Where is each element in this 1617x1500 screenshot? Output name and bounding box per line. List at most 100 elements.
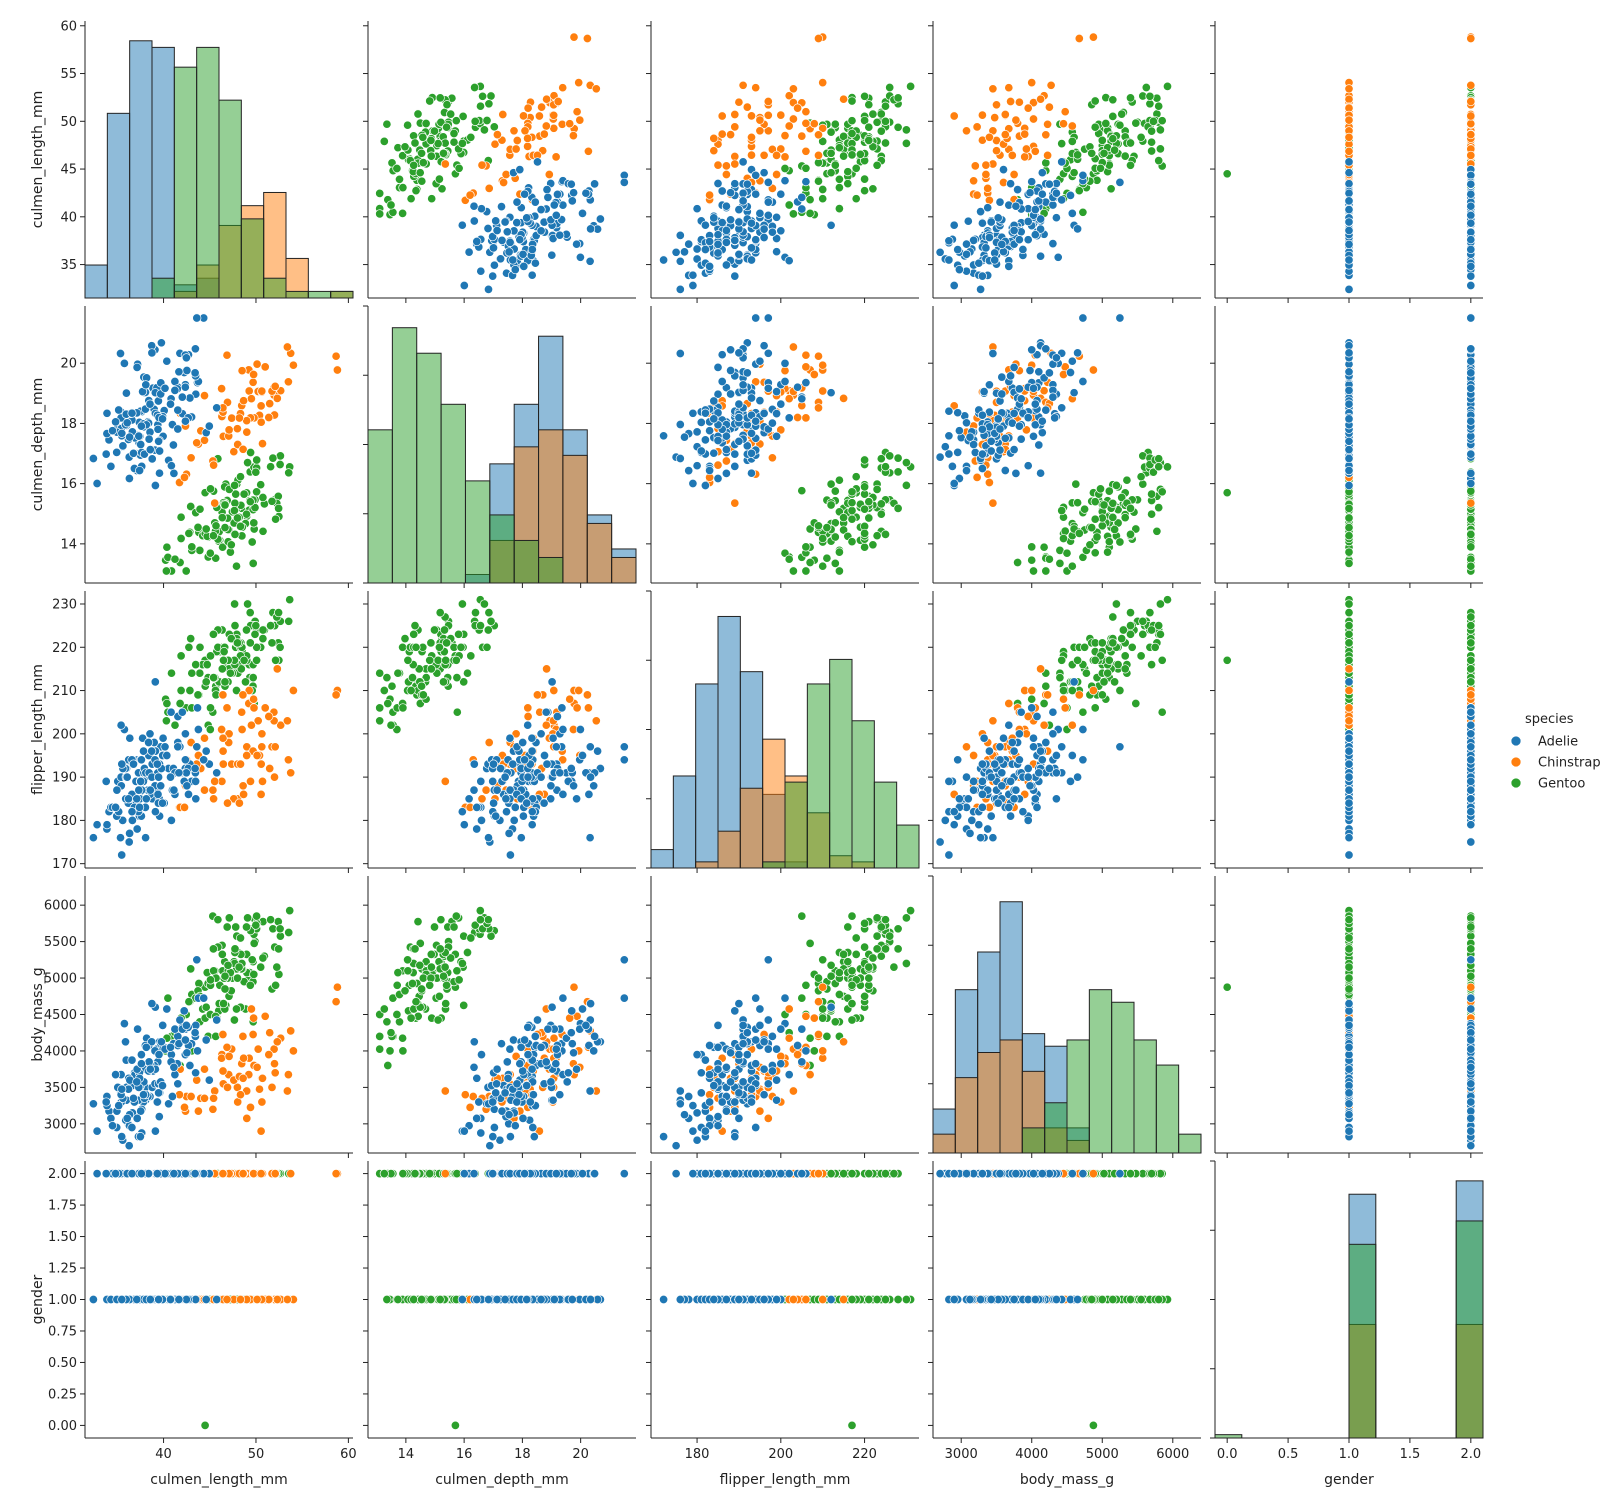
- point-adelie: [469, 785, 479, 795]
- point-adelie: [709, 414, 719, 424]
- point-gentoo: [417, 681, 427, 691]
- hist-bar-adelie-culmen_length_mm-0: [84, 264, 108, 299]
- point-adelie: [124, 473, 134, 484]
- point-gentoo: [258, 526, 268, 536]
- point-adelie: [1344, 179, 1354, 189]
- point-chinstrap: [498, 109, 508, 120]
- point-chinstrap: [730, 159, 740, 169]
- point-adelie: [965, 828, 975, 838]
- point-gentoo: [1041, 681, 1051, 691]
- point-adelie: [552, 711, 562, 722]
- point-adelie: [1344, 453, 1354, 464]
- point-adelie: [1048, 239, 1058, 249]
- point-gentoo: [1078, 207, 1088, 217]
- point-adelie: [675, 419, 685, 430]
- point-adelie: [705, 261, 715, 271]
- point-gentoo: [375, 703, 385, 713]
- point-gentoo: [1108, 512, 1118, 522]
- point-gentoo: [418, 132, 428, 142]
- point-adelie: [585, 256, 595, 266]
- point-adelie: [1028, 733, 1039, 743]
- point-adelie: [977, 463, 987, 474]
- point-chinstrap: [257, 776, 268, 786]
- panel-culmen_length_mm-vs-body_mass_g: [928, 21, 1201, 303]
- point-gentoo: [1344, 621, 1354, 631]
- point-chinstrap: [440, 159, 450, 169]
- point-adelie: [1028, 431, 1039, 441]
- point-chinstrap: [283, 755, 293, 765]
- point-adelie: [671, 247, 681, 257]
- point-gentoo: [398, 1033, 408, 1043]
- point-gentoo: [1085, 540, 1095, 550]
- point-gentoo: [847, 514, 857, 524]
- point-adelie: [1009, 794, 1019, 804]
- point-chinstrap: [460, 1090, 470, 1100]
- point-chinstrap: [984, 195, 994, 205]
- point-adelie: [496, 254, 506, 264]
- point-adelie: [111, 1070, 121, 1080]
- point-adelie: [566, 179, 576, 189]
- point-gentoo: [195, 668, 205, 678]
- hist-bar-gentoo-culmen_length_mm-3: [151, 277, 175, 299]
- point-gentoo: [868, 184, 878, 194]
- point-chinstrap: [1466, 690, 1476, 700]
- point-gentoo: [876, 454, 886, 464]
- y-tick-label: 170: [52, 857, 77, 872]
- point-adelie: [1007, 737, 1017, 748]
- point-gentoo: [872, 160, 882, 170]
- point-adelie: [763, 177, 773, 187]
- point-gentoo: [1103, 547, 1113, 557]
- point-chinstrap: [746, 150, 757, 160]
- point-gentoo: [275, 459, 285, 470]
- point-adelie: [536, 772, 546, 782]
- point-adelie: [1115, 742, 1125, 752]
- point-gentoo: [403, 655, 413, 665]
- point-gentoo: [893, 503, 903, 513]
- point-gentoo: [403, 966, 413, 976]
- point-adelie: [555, 230, 565, 240]
- point-adelie: [212, 1015, 222, 1025]
- point-gentoo: [1090, 548, 1100, 558]
- point-adelie: [1034, 367, 1044, 377]
- point-chinstrap: [542, 664, 552, 674]
- point-gentoo: [1157, 655, 1167, 665]
- point-gentoo: [272, 962, 282, 972]
- point-gentoo: [1058, 685, 1069, 696]
- point-chinstrap: [780, 152, 790, 162]
- point-gentoo: [274, 503, 284, 513]
- point-gentoo: [375, 209, 385, 219]
- point-adelie: [659, 255, 669, 265]
- point-adelie: [595, 214, 605, 224]
- point-adelie: [88, 1099, 98, 1109]
- point-adelie: [152, 1097, 162, 1107]
- point-gentoo: [1110, 524, 1120, 535]
- point-adelie: [147, 454, 157, 464]
- point-adelie: [944, 255, 954, 265]
- point-adelie: [88, 453, 98, 464]
- y-tick-label: 55: [60, 67, 77, 82]
- point-gentoo: [834, 475, 844, 485]
- point-chinstrap: [217, 1053, 227, 1063]
- point-gentoo: [201, 524, 211, 534]
- point-adelie: [1466, 280, 1476, 291]
- point-adelie: [523, 772, 533, 782]
- point-adelie: [746, 468, 757, 478]
- point-adelie: [501, 794, 511, 804]
- point-chinstrap: [1466, 96, 1476, 107]
- point-chinstrap: [818, 386, 828, 396]
- point-gentoo: [285, 906, 295, 916]
- point-chinstrap: [257, 439, 268, 449]
- point-adelie: [505, 733, 515, 743]
- point-adelie: [1065, 367, 1076, 378]
- point-gentoo: [1145, 91, 1155, 101]
- point-adelie: [491, 811, 501, 821]
- point-gentoo: [1073, 498, 1083, 508]
- point-chinstrap: [260, 703, 270, 713]
- point-chinstrap: [801, 362, 811, 372]
- point-adelie: [993, 213, 1003, 223]
- point-adelie: [1344, 367, 1354, 377]
- point-adelie: [500, 772, 510, 782]
- hist-bar-adelie-flipper_length_mm-1: [672, 775, 697, 869]
- point-adelie: [180, 729, 190, 739]
- point-adelie: [726, 365, 736, 376]
